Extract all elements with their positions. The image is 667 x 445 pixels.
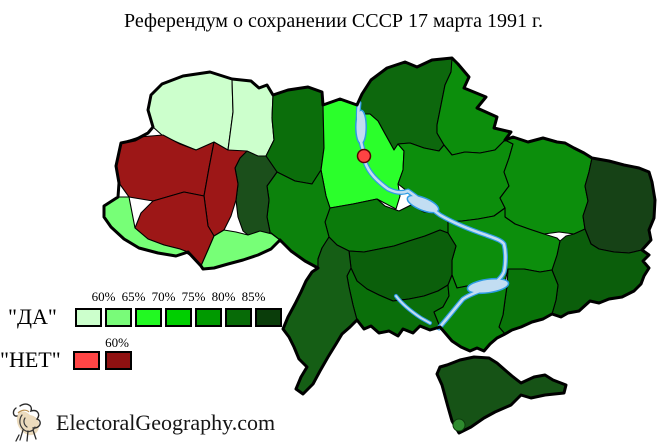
legend-no-swatches bbox=[73, 351, 132, 370]
state-border bbox=[102, 56, 657, 435]
legend-yes-percent-60%: 60% bbox=[91, 289, 116, 304]
legend-yes-percent-75%: 75% bbox=[181, 289, 206, 304]
yes-swatch-1 bbox=[75, 308, 102, 327]
yes-swatch-6 bbox=[225, 308, 252, 327]
legend-yes-percent-labels: 60% 65% 70% 75% 80% 85% bbox=[0, 289, 300, 304]
footer: ElectoralGeography.com bbox=[10, 400, 275, 445]
legend-yes-percent-65%: 65% bbox=[121, 289, 146, 304]
legend-yes-label: "ДА" bbox=[8, 304, 57, 329]
region-rivne bbox=[227, 78, 275, 161]
electoral-geography-logo-icon bbox=[12, 403, 41, 442]
dnieper-river bbox=[355, 100, 510, 331]
no-swatch-2 bbox=[105, 351, 132, 370]
kyiv-reservoir-water bbox=[356, 111, 366, 143]
yes-swatch-5 bbox=[195, 308, 222, 327]
legend-yes-percent-85%: 85% bbox=[241, 289, 266, 304]
no-swatch-1 bbox=[73, 351, 100, 370]
kremenchuk-reservoir-water bbox=[408, 196, 438, 212]
legend-yes-swatches bbox=[75, 308, 282, 327]
sevastopol-city-dot bbox=[452, 418, 466, 432]
legend-yes-percent-70%: 70% bbox=[151, 289, 176, 304]
crimea-outline bbox=[435, 355, 568, 435]
kakhovka-reservoir-water bbox=[468, 279, 508, 293]
southern-bug-water bbox=[395, 295, 431, 324]
legend-no-percent-label: 60% bbox=[105, 335, 129, 350]
legend-yes-percent-80%: 80% bbox=[211, 289, 236, 304]
legend-no-label: "НЕТ" bbox=[0, 347, 61, 372]
yes-swatch-4 bbox=[165, 308, 192, 327]
yes-swatch-2 bbox=[105, 308, 132, 327]
region-luhansk bbox=[582, 157, 656, 254]
site-name: ElectoralGeography.com bbox=[56, 409, 276, 435]
yes-swatch-3 bbox=[135, 308, 162, 327]
yes-swatch-7 bbox=[255, 308, 282, 327]
map-title: Референдум о сохранении СССР 17 марта 19… bbox=[124, 10, 543, 32]
mainland-outline bbox=[102, 56, 657, 396]
kyiv-city-dot bbox=[356, 148, 372, 164]
